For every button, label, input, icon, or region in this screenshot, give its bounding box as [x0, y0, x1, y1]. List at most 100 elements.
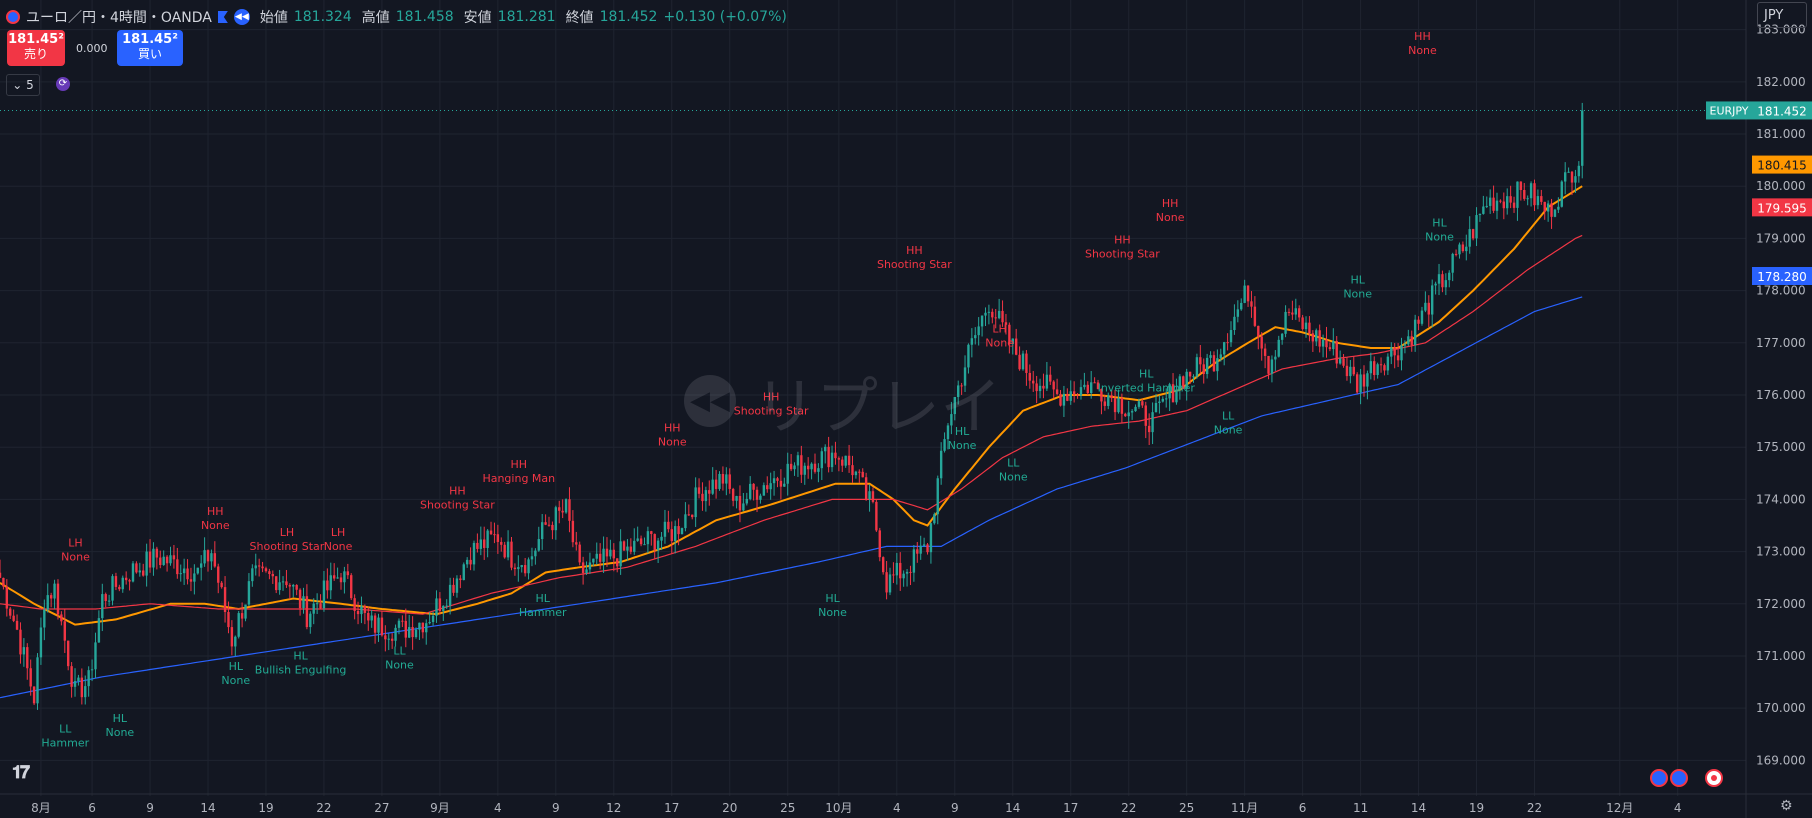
candle-body: [305, 596, 309, 628]
candle-body: [1454, 253, 1458, 255]
candle-body: [1574, 176, 1577, 183]
sell-button[interactable]: 181.45² 売り: [7, 30, 65, 66]
candle-body: [1025, 353, 1028, 373]
candle-body: [353, 598, 356, 611]
candle-body: [414, 629, 418, 638]
time-tick-label: 11: [1353, 801, 1368, 815]
replay-icon[interactable]: ◀◀: [233, 9, 250, 25]
candle-body: [138, 570, 142, 573]
candle-body: [1151, 412, 1154, 433]
candle-body: [1301, 317, 1304, 330]
candle-body: [1066, 393, 1069, 401]
candle-body: [810, 463, 813, 470]
candle-body: [1055, 389, 1059, 394]
sell-price: 181.45²: [8, 32, 64, 47]
candle-body: [1482, 206, 1485, 214]
settings-gear-icon[interactable]: ⚙: [1780, 798, 1793, 814]
candle-body: [888, 574, 892, 593]
candle-body: [329, 575, 332, 591]
low-label: 安値: [463, 10, 492, 26]
candle-body: [165, 556, 169, 564]
currency-select[interactable]: JPY: [1757, 2, 1807, 28]
candle-body: [544, 522, 547, 525]
candle-body: [1219, 354, 1222, 359]
pattern-label: None: [999, 470, 1028, 483]
session-toggle-icon[interactable]: [1670, 769, 1688, 787]
tradingview-logo[interactable]: 𝟏𝟕: [12, 762, 30, 783]
chevron-down-icon: ⌄: [12, 78, 23, 92]
sync-icon[interactable]: ⟳: [56, 77, 70, 91]
flag-icon[interactable]: [217, 11, 228, 23]
candle-body: [1546, 203, 1550, 212]
candle-body: [1560, 181, 1563, 207]
candle-body: [1199, 357, 1202, 365]
candle-body: [186, 568, 189, 580]
candle-body: [919, 545, 922, 554]
candle-body: [895, 562, 899, 576]
last-price-label: 181.452: [1757, 104, 1807, 118]
candle-body: [1393, 347, 1396, 356]
price-tick-label: 170.000: [1756, 701, 1806, 715]
candle-body: [783, 483, 786, 487]
swing-label: HH: [449, 484, 466, 497]
candle-body: [43, 609, 46, 628]
moving-average-line: [0, 234, 1583, 615]
candle-body: [1420, 310, 1424, 324]
candle-body: [827, 446, 830, 468]
candle-body: [315, 603, 319, 605]
candle-body: [390, 638, 394, 641]
candle-body: [721, 473, 725, 484]
candle-body: [1144, 405, 1147, 426]
time-tick-label: 4: [494, 801, 502, 815]
candle-body: [230, 627, 234, 647]
candle-body: [1178, 376, 1182, 390]
candle-body: [459, 578, 462, 581]
buy-label: 買い: [137, 47, 162, 61]
time-tick-label: 14: [1005, 801, 1020, 815]
symbol-title[interactable]: ユーロ／円・4時間・OANDA: [26, 10, 212, 26]
candle-body: [275, 576, 278, 591]
lot-size-dropdown[interactable]: ⌄ 5: [6, 74, 40, 96]
candle-body: [1458, 244, 1461, 255]
candle-body: [875, 501, 878, 531]
market-flag-icon[interactable]: [1705, 769, 1723, 787]
timezone-toggle-icon[interactable]: [1650, 769, 1668, 787]
candle-body: [1526, 198, 1529, 200]
pattern-label: None: [385, 658, 414, 671]
candle-body: [360, 606, 363, 615]
candle-body: [1052, 381, 1055, 390]
candle-body: [145, 551, 148, 576]
candle-body: [336, 577, 339, 579]
time-tick-label: 17: [664, 801, 679, 815]
time-tick-label: 4: [893, 801, 901, 815]
candle-body: [540, 522, 544, 540]
pattern-label: None: [658, 436, 687, 449]
price-tick-label: 178.000: [1756, 284, 1806, 298]
candle-body: [339, 577, 343, 583]
candle-body: [950, 414, 953, 426]
candle-body: [1403, 344, 1407, 346]
candle-body: [967, 344, 970, 368]
time-tick-label: 20: [722, 801, 737, 815]
candle-body: [1400, 345, 1403, 361]
candle-body: [1499, 200, 1502, 202]
buy-button[interactable]: 181.45² 買い: [117, 30, 183, 66]
candle-body: [1195, 357, 1199, 377]
candle-body: [1315, 330, 1318, 342]
candle-body: [431, 615, 435, 622]
swing-label: HH: [1162, 197, 1179, 210]
candle-body: [530, 556, 534, 560]
candle-body: [1205, 357, 1209, 375]
candle-body: [5, 586, 9, 609]
candle-body: [196, 567, 199, 574]
candle-body: [616, 558, 619, 567]
candle-body: [1475, 215, 1478, 239]
candle-body: [1502, 201, 1506, 209]
candle-body: [568, 499, 571, 521]
candle-body: [1222, 342, 1226, 355]
candle-body: [1059, 393, 1062, 406]
candle-body: [916, 549, 919, 554]
time-tick-label: 4: [1674, 801, 1682, 815]
candle-body: [1485, 205, 1488, 207]
